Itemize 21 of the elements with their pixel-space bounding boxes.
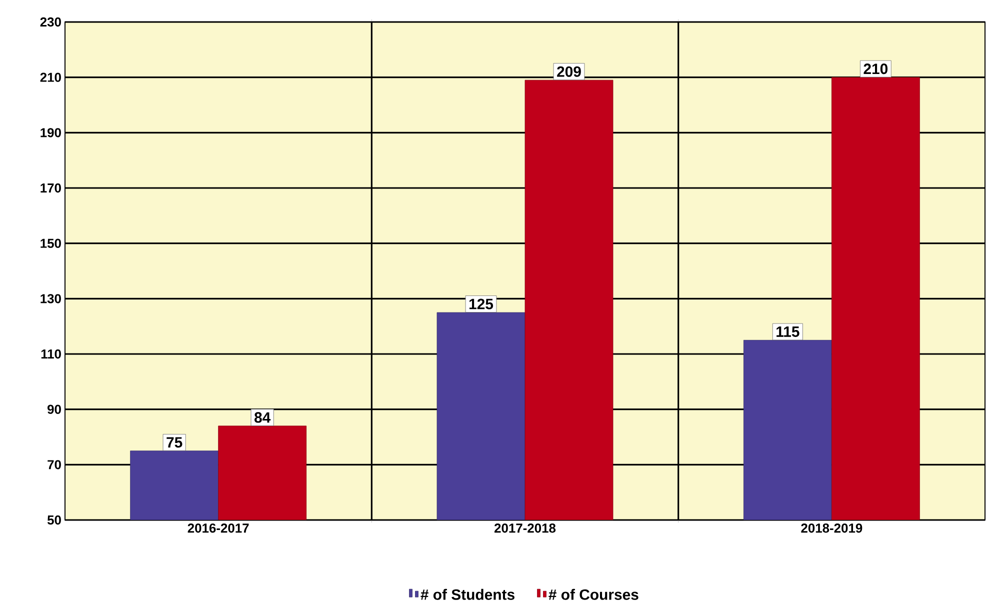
y-tick-label: 170 xyxy=(40,183,61,193)
y-tick-label: 50 xyxy=(47,515,61,525)
data-label: 209 xyxy=(557,66,581,77)
data-label: 210 xyxy=(864,64,888,74)
legend-label: # of Students xyxy=(420,588,514,600)
x-tick-label: 2018-2019 xyxy=(801,524,862,533)
legend-label: # of Courses xyxy=(548,588,638,600)
y-tick-label: 150 xyxy=(40,238,61,248)
y-tick-label: 190 xyxy=(40,128,61,138)
y-tick-label: 110 xyxy=(41,349,61,359)
y-tick-label: 90 xyxy=(48,404,61,414)
x-tick-label: 2017-2018 xyxy=(494,524,556,533)
data-label: 75 xyxy=(166,437,182,448)
y-tick-label: 230 xyxy=(40,17,61,27)
y-tick-label: 210 xyxy=(40,72,61,82)
data-label: 84 xyxy=(254,412,271,423)
x-tick-label: 2016-2017 xyxy=(188,524,249,533)
y-tick-label: 70 xyxy=(48,460,61,470)
data-label: 125 xyxy=(469,298,494,310)
y-tick-label: 130 xyxy=(40,294,61,304)
data-label: 115 xyxy=(776,326,800,337)
